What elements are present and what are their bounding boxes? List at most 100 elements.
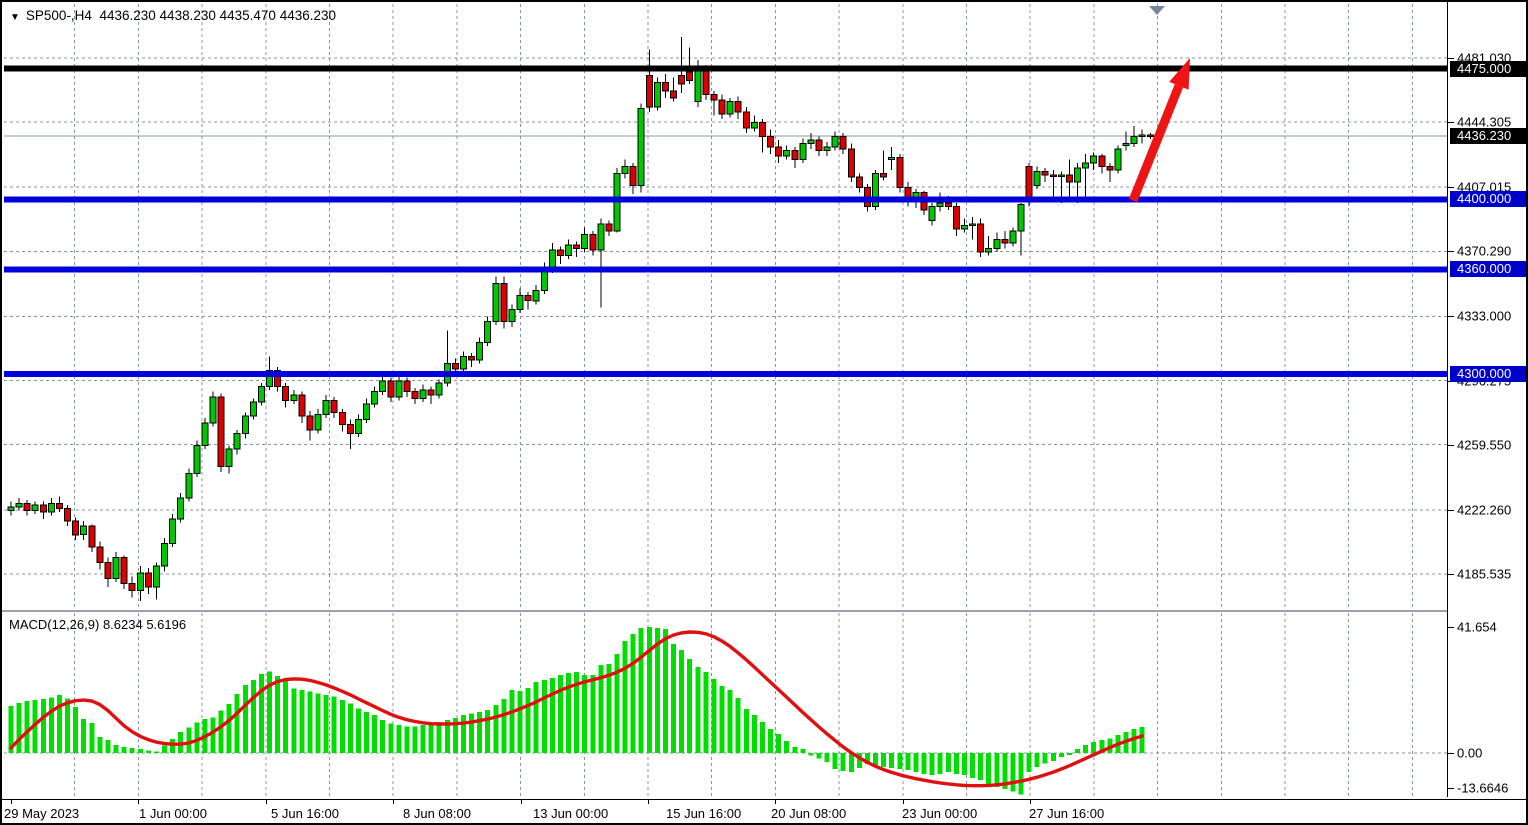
candle-body: [1009, 230, 1017, 244]
chart-shift-marker[interactable]: [1149, 6, 1165, 15]
candle-body: [847, 148, 855, 178]
price-level-badge: 4300.000: [1450, 366, 1526, 383]
macd-histogram-bar: [727, 690, 733, 753]
macd-histogram-bar: [945, 753, 951, 773]
macd-histogram-group: [8, 627, 1145, 795]
macd-histogram-bar: [275, 675, 281, 753]
macd-histogram-bar: [218, 710, 224, 753]
arrow-shaft: [1128, 84, 1184, 203]
candle-body: [217, 396, 225, 468]
macd-indicator-label: MACD(12,26,9) 8.6234 5.6196: [9, 617, 186, 632]
candle-body: [492, 282, 500, 323]
macd-histogram-bar: [428, 723, 434, 753]
candle-body: [589, 233, 597, 251]
macd-histogram-bar: [162, 745, 167, 753]
macd-histogram-bar: [808, 753, 814, 756]
macd-histogram-bar: [129, 747, 135, 753]
macd-histogram-bar: [1002, 753, 1008, 789]
macd-histogram-bar: [566, 672, 571, 753]
price-axis[interactable]: 4481.030 4444.305 4407.015 4370.290 4333.000…: [1447, 2, 1526, 797]
candle-body: [807, 139, 815, 145]
candle-body: [241, 415, 249, 434]
macd-histogram-bar: [509, 690, 515, 753]
macd-histogram-bar: [1083, 745, 1089, 753]
macd-histogram-bar: [469, 713, 475, 753]
candle-body: [451, 363, 459, 370]
macd-histogram-bar: [517, 691, 523, 753]
macd-histogram-bar: [1067, 753, 1072, 756]
macd-histogram-bar: [347, 703, 353, 753]
macd-histogram-bar: [153, 751, 159, 753]
candle-body: [403, 380, 411, 393]
macd-histogram-bar: [663, 629, 668, 753]
candle-body: [306, 415, 314, 431]
candle-body: [565, 244, 572, 256]
candle-body: [702, 69, 710, 96]
macd-histogram-bar: [65, 698, 71, 753]
macd-histogram-bar: [242, 684, 248, 753]
macd-histogram-bar: [1034, 753, 1040, 767]
macd-histogram-bar: [929, 753, 935, 776]
macd-histogram-bar: [8, 706, 14, 753]
macd-histogram-bar: [420, 725, 426, 753]
macd-histogram-bar: [372, 715, 378, 753]
candle-body: [298, 394, 306, 417]
candle-body: [540, 268, 548, 291]
candle-body: [783, 150, 791, 157]
candle-body: [944, 202, 952, 207]
macd-histogram-bar: [832, 753, 838, 769]
candle-body: [662, 82, 669, 92]
macd-histogram-bar: [1107, 738, 1113, 753]
candle-body: [936, 202, 944, 207]
macd-histogram-bar: [315, 693, 321, 753]
symbol-dropdown-icon[interactable]: ▼: [10, 12, 20, 23]
macd-histogram-bar: [671, 644, 677, 753]
trend-arrow-annotation[interactable]: [1128, 58, 1190, 203]
macd-histogram-bar: [299, 690, 305, 753]
candle-body: [597, 223, 605, 251]
macd-histogram-bar: [614, 654, 620, 753]
candle-body: [31, 504, 39, 511]
candle-body: [839, 136, 847, 150]
candle-body: [969, 223, 976, 227]
price-level-badge: 4436.230: [1450, 128, 1526, 145]
macd-histogram-bar: [323, 694, 329, 753]
macd-histogram-bar: [48, 697, 54, 753]
symbol-period-label: SP500-,H4: [25, 8, 92, 23]
macd-histogram-bar: [953, 753, 959, 774]
candle-body: [742, 111, 750, 129]
candle-body: [314, 413, 322, 431]
time-axis[interactable]: 29 May 2023 1 Jun 00:00 5 Jun 16:00 8 Jun 0…: [2, 799, 1526, 823]
macd-histogram-bar: [267, 671, 273, 753]
candle-body: [1049, 174, 1057, 178]
macd-tick-mark: [1448, 788, 1454, 789]
candle-body: [468, 356, 476, 361]
candle-body: [581, 233, 589, 249]
macd-histogram-bar: [768, 729, 773, 753]
macd-histogram-bar: [485, 710, 491, 753]
macd-tick-mark: [1448, 753, 1454, 754]
candle-body: [573, 244, 581, 249]
candle-body: [128, 583, 136, 592]
candle-body: [371, 391, 379, 405]
price-tick-mark: [1448, 444, 1454, 446]
candle-body: [670, 90, 678, 99]
macd-histogram-bar: [210, 717, 216, 753]
candle-body: [888, 157, 896, 160]
candle-body: [120, 556, 128, 585]
candle-body: [258, 385, 265, 403]
candle-body: [815, 139, 823, 152]
macd-histogram-bar: [679, 650, 685, 753]
price-level-badge: 4400.000: [1450, 191, 1526, 208]
panel-splitter[interactable]: [2, 610, 1526, 612]
macd-histogram-bar: [461, 715, 466, 753]
candle-body: [1122, 143, 1130, 146]
candle-body: [363, 403, 370, 420]
macd-histogram-bar: [994, 753, 1000, 787]
candle-body: [338, 412, 346, 426]
candle-body: [460, 356, 467, 370]
candle-body: [233, 433, 241, 450]
macd-histogram-bar: [380, 720, 386, 753]
candle-body: [710, 94, 718, 101]
